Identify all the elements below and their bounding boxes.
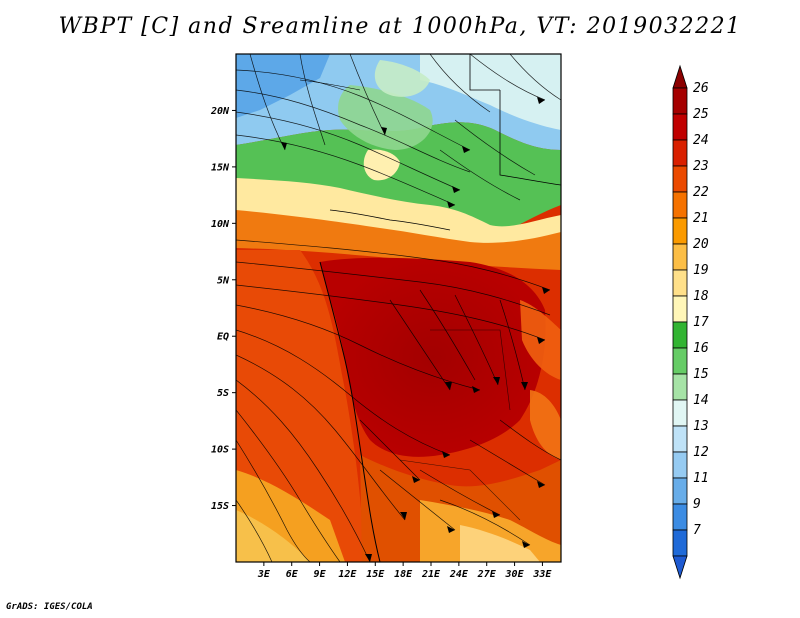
colorbar-swatch — [672, 139, 688, 167]
lon-tick-label: 27E — [477, 569, 497, 580]
lat-tick-label: EQ — [217, 332, 229, 343]
colorbar-swatch — [672, 217, 688, 245]
lon-tick-label: 15E — [366, 569, 385, 580]
lat-tick-label: 15N — [211, 162, 230, 173]
colorbar-label: 25 — [693, 107, 709, 122]
colorbar-swatch — [672, 477, 688, 505]
colorbar-swatch — [672, 503, 688, 531]
lon-tick-label: 24E — [449, 569, 469, 580]
lon-tick-label: 12E — [338, 569, 357, 580]
lat-tick-label: 10N — [211, 219, 230, 230]
colorbar-swatch — [672, 347, 688, 375]
map-frame — [235, 53, 562, 563]
colorbar-label: 19 — [693, 263, 709, 278]
colorbar-label: 15 — [693, 367, 709, 382]
colorbar-label: 26 — [693, 81, 709, 96]
colorbar-swatch — [672, 165, 688, 193]
colorbar-swatch — [672, 373, 688, 401]
colorbar-swatch — [672, 191, 688, 219]
lon-tick-label: 9E — [314, 569, 327, 580]
colorbar-swatch — [672, 269, 688, 297]
lon-tick-label: 33E — [532, 569, 552, 580]
colorbar-label: 17 — [693, 315, 709, 330]
colorbar-top-arrow — [672, 64, 688, 89]
colorbar-swatch — [672, 87, 688, 115]
lat-tick-label: 5S — [217, 388, 229, 399]
colorbar-bottom-arrow — [672, 555, 688, 580]
colorbar-swatch — [672, 399, 688, 427]
lon-tick-label: 30E — [505, 569, 525, 580]
colorbar-label: 13 — [693, 419, 709, 434]
colorbar-label: 16 — [693, 341, 709, 356]
lat-tick-label: 20N — [210, 106, 230, 117]
colorbar-label: 22 — [693, 185, 709, 200]
latitude-axis: 20N 15N 10N 5N EQ 5S 10S 15S — [210, 106, 236, 512]
page-title: WBPT [C] and Sreamline at 1000hPa, VT: 2… — [58, 14, 742, 39]
colorbar-swatch — [672, 321, 688, 349]
colorbar-swatch — [672, 529, 688, 557]
colorbar-swatch — [672, 295, 688, 323]
colorbar-swatch — [672, 425, 688, 453]
colorbar-label: 7 — [693, 523, 701, 538]
colorbar-label: 24 — [693, 133, 709, 148]
lon-tick-label: 6E — [286, 569, 299, 580]
lat-tick-label: 5N — [217, 275, 230, 286]
colorbar-swatch — [672, 451, 688, 479]
colorbar-label: 14 — [693, 393, 709, 408]
colorbar: 26 25 24 23 22 21 20 19 18 17 16 15 14 13 12 11 9 7 — [672, 64, 709, 580]
footer-credit: GrADS: IGES/COLA — [6, 602, 93, 612]
lat-tick-label: 15S — [211, 501, 229, 512]
colorbar-swatch — [672, 243, 688, 271]
colorbar-label: 18 — [693, 289, 709, 304]
colorbar-swatch — [672, 113, 688, 141]
colorbar-label: 20 — [693, 237, 709, 252]
lat-tick-label: 10S — [211, 445, 229, 456]
colorbar-label: 9 — [693, 497, 701, 512]
colorbar-label: 23 — [693, 159, 709, 174]
lon-tick-label: 18E — [394, 569, 413, 580]
colorbar-label: 11 — [693, 471, 709, 486]
lon-tick-label: 21E — [421, 569, 441, 580]
lon-tick-label: 3E — [257, 569, 271, 580]
colorbar-label: 21 — [693, 211, 709, 226]
longitude-axis: 3E 6E 9E 12E 15E 18E 21E 24E 27E 30E 33E — [257, 562, 552, 580]
map-field — [236, 54, 561, 562]
colorbar-label: 12 — [693, 445, 709, 460]
